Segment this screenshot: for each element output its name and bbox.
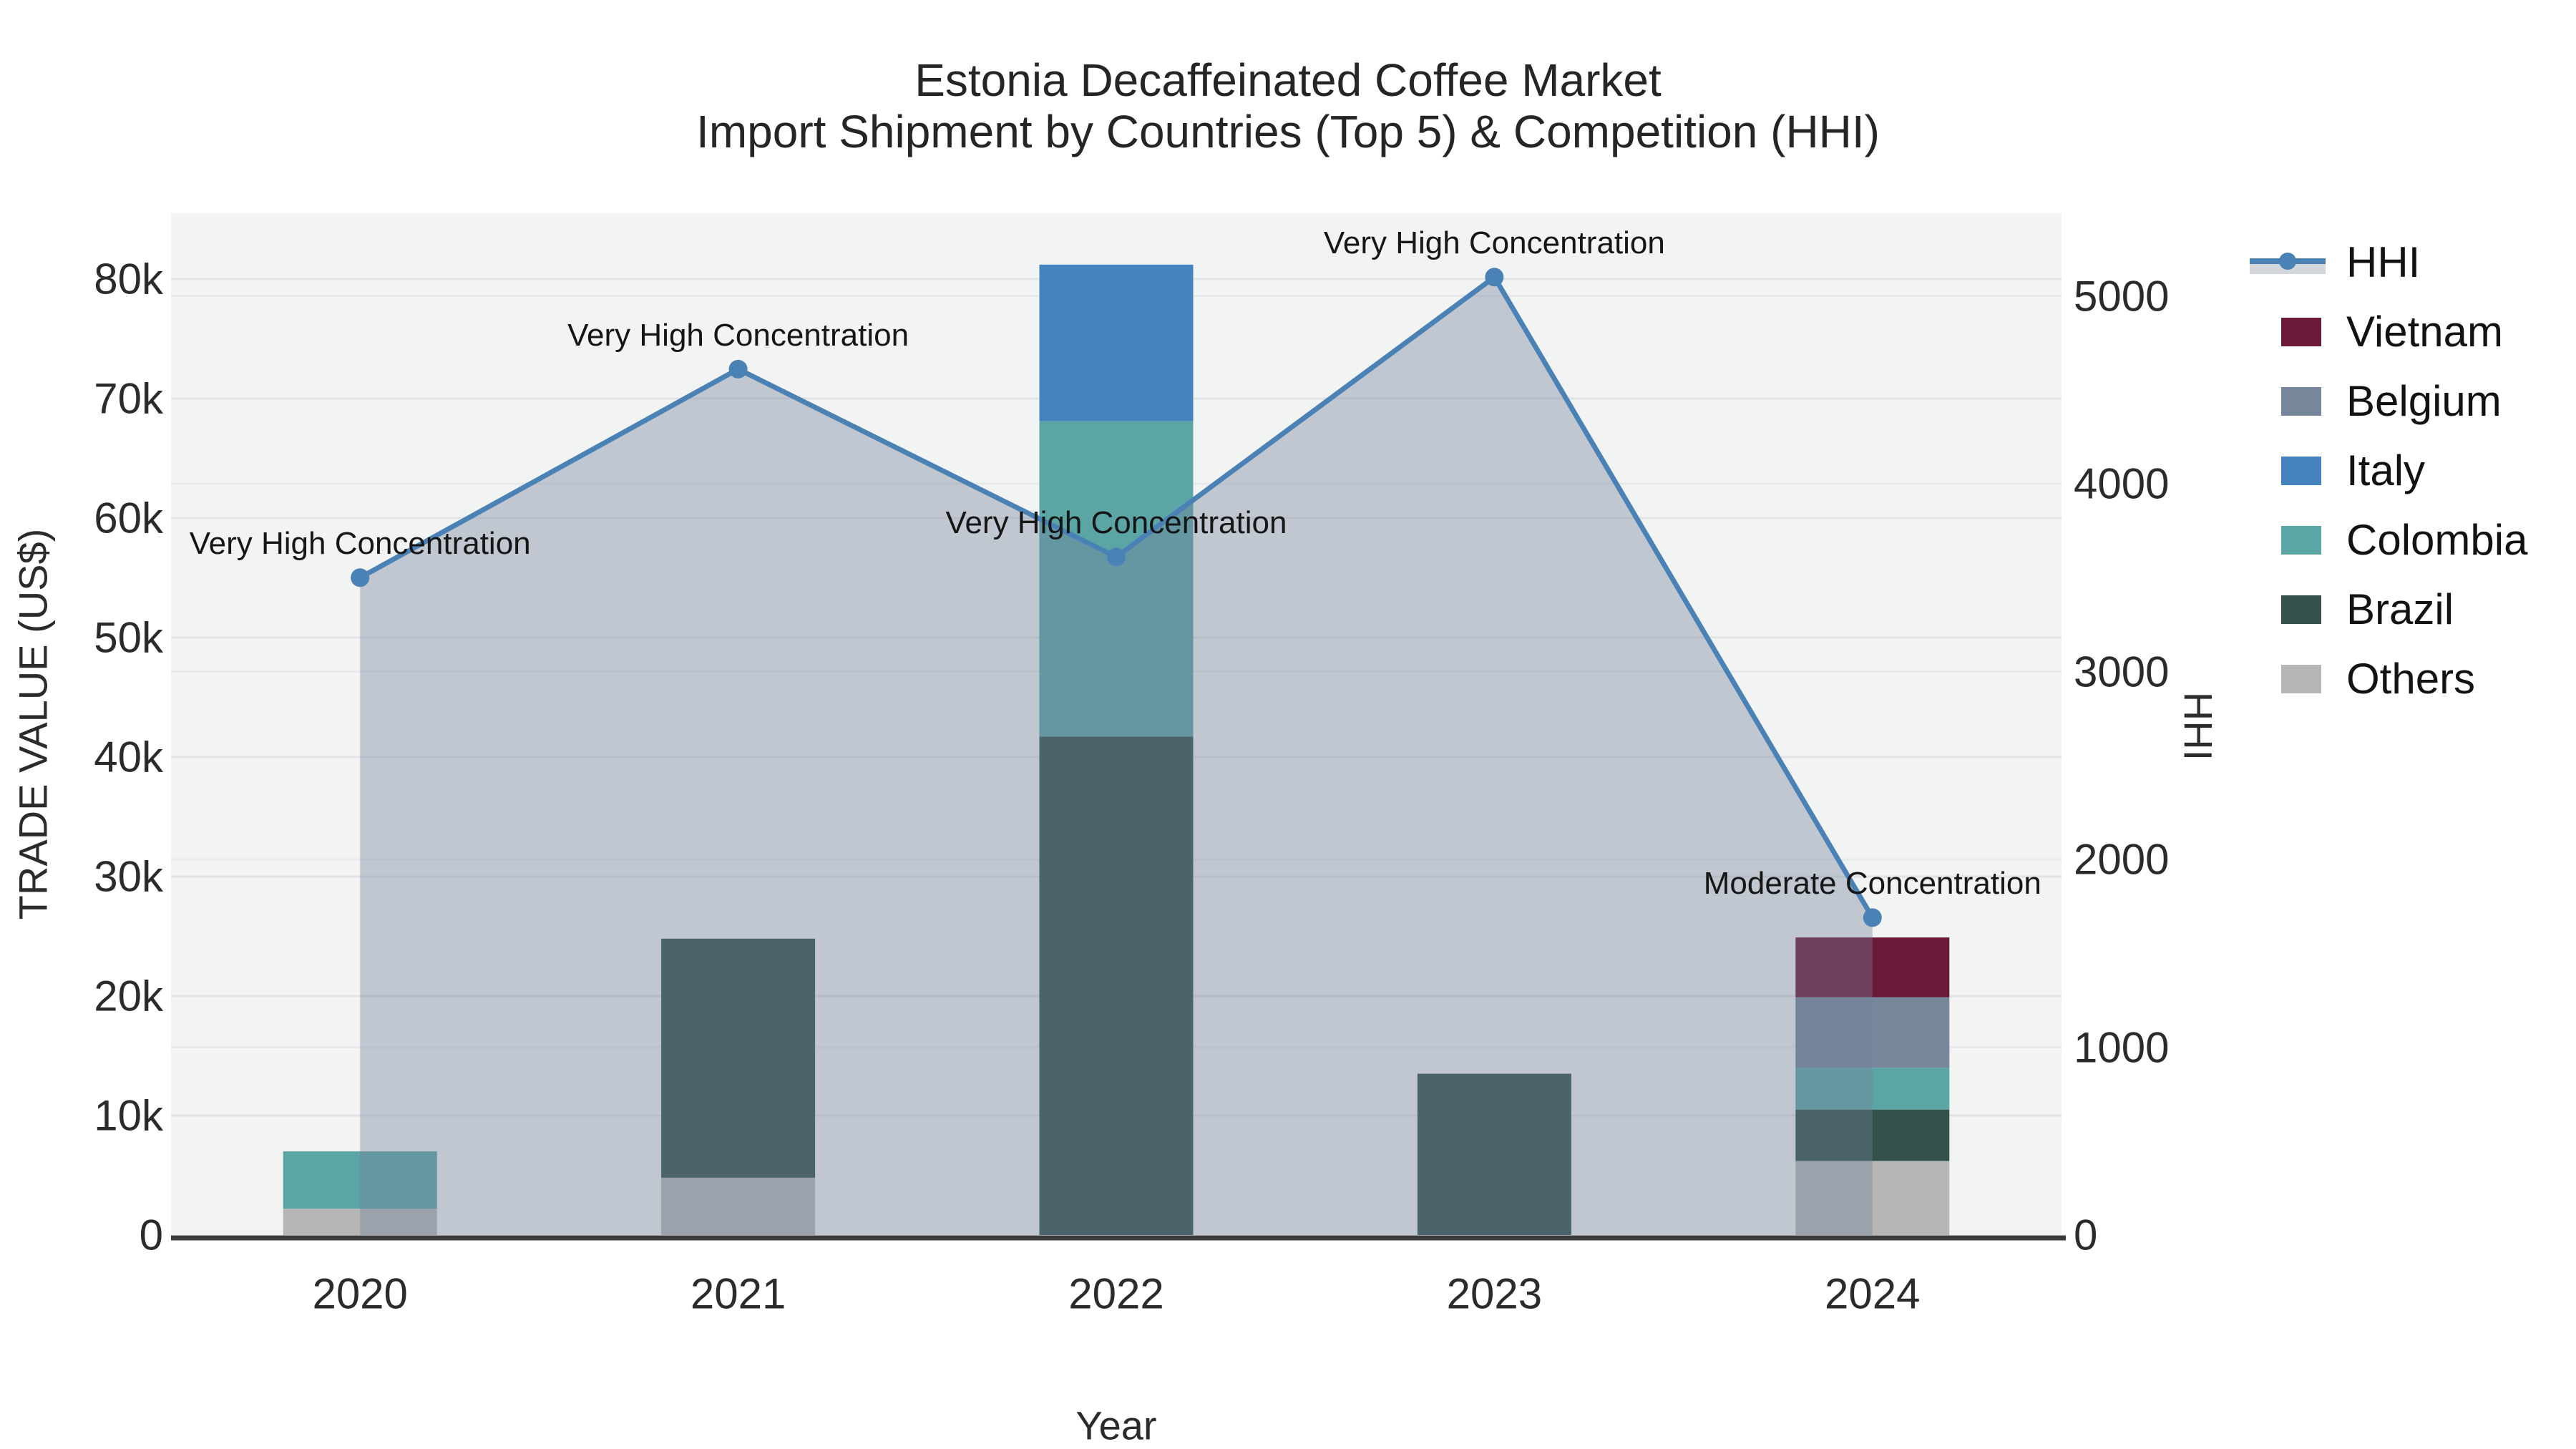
y-left-tick-60k: 60k <box>94 494 163 542</box>
hhi-marker-2022[interactable] <box>1107 547 1126 567</box>
legend-label: Brazil <box>2346 585 2454 633</box>
hhi-line-legend-icon <box>2250 252 2326 274</box>
legend-swatch-cell <box>2248 456 2338 485</box>
legend-swatch-cell <box>2248 595 2338 624</box>
x-tick-2020: 2020 <box>312 1269 408 1318</box>
bar-segment-colombia-2022[interactable] <box>1039 421 1194 737</box>
legend-item-vietnam[interactable]: Vietnam <box>2248 297 2527 366</box>
chart-title-line2: Import Shipment by Countries (Top 5) & C… <box>696 106 1880 157</box>
legend-item-brazil[interactable]: Brazil <box>2248 575 2527 644</box>
bar-segment-others-2020[interactable] <box>283 1209 437 1235</box>
belgium-color-swatch-icon <box>2281 386 2321 416</box>
legend-swatch-cell <box>2248 664 2338 693</box>
italy-color-swatch-icon <box>2281 456 2321 485</box>
y-right-tick-3000: 3000 <box>2074 648 2170 696</box>
legend-label: HHI <box>2346 238 2421 286</box>
bar-segment-colombia-2024[interactable] <box>1795 1068 1950 1110</box>
brazil-color-swatch-icon <box>2281 595 2321 624</box>
legend-label: Belgium <box>2346 377 2502 425</box>
annotation-2022: Very High Concentration <box>945 505 1287 541</box>
bar-segment-italy-2022[interactable] <box>1039 264 1194 421</box>
legend: HHI Vietnam Belgium Italy Colombia Brazil Othe… <box>2248 228 2527 713</box>
legend-label: Vietnam <box>2346 308 2504 356</box>
bar-segment-brazil-2023[interactable] <box>1417 1073 1571 1235</box>
y-right-tick-5000: 5000 <box>2074 272 2170 320</box>
legend-item-italy[interactable]: Italy <box>2248 436 2527 505</box>
y-right-axis-title: HHI <box>2175 691 2221 761</box>
legend-label: Others <box>2346 655 2476 703</box>
y-left-tick-70k: 70k <box>94 374 163 423</box>
y-left-tick-80k: 80k <box>94 255 163 303</box>
annotation-2024: Moderate Concentration <box>1703 866 2041 902</box>
hhi-marker-2023[interactable] <box>1485 268 1504 287</box>
y-right-tick-4000: 4000 <box>2074 459 2170 508</box>
bar-segment-belgium-2024[interactable] <box>1795 997 1950 1068</box>
colombia-color-swatch-icon <box>2281 525 2321 555</box>
y-right-tick-1000: 1000 <box>2074 1023 2170 1071</box>
legend-item-colombia[interactable]: Colombia <box>2248 505 2527 575</box>
hhi-marker-2020[interactable] <box>351 568 370 587</box>
x-axis-title: Year <box>1075 1402 1157 1448</box>
legend-item-hhi[interactable]: HHI <box>2248 228 2527 297</box>
bar-segment-vietnam-2024[interactable] <box>1795 937 1950 997</box>
y-left-tick-20k: 20k <box>94 972 163 1020</box>
y-left-tick-0: 0 <box>139 1211 163 1259</box>
others-color-swatch-icon <box>2281 664 2321 693</box>
x-tick-2024: 2024 <box>1825 1269 1921 1318</box>
legend-swatch-cell <box>2248 245 2338 280</box>
legend-swatch-cell <box>2248 317 2338 346</box>
x-tick-2022: 2022 <box>1068 1269 1164 1318</box>
bar-segment-colombia-2020[interactable] <box>283 1151 437 1209</box>
y-left-tick-30k: 30k <box>94 852 163 901</box>
annotation-2021: Very High Concentration <box>567 317 909 353</box>
legend-swatch-cell <box>2248 525 2338 555</box>
legend-label: Colombia <box>2346 516 2528 564</box>
hhi-marker-2024[interactable] <box>1863 908 1882 927</box>
chart-title-line1: Estonia Decaffeinated Coffee Market <box>914 54 1662 106</box>
bar-segment-brazil-2021[interactable] <box>661 938 816 1178</box>
y-left-tick-10k: 10k <box>94 1091 163 1140</box>
bar-segment-brazil-2024[interactable] <box>1795 1109 1950 1161</box>
bar-segment-brazil-2022[interactable] <box>1039 736 1194 1235</box>
legend-swatch-cell <box>2248 386 2338 416</box>
vietnam-color-swatch-icon <box>2281 317 2321 346</box>
y-right-tick-2000: 2000 <box>2074 835 2170 884</box>
legend-item-others[interactable]: Others <box>2248 644 2527 713</box>
hhi-area-fill <box>360 277 1873 1235</box>
bar-segment-others-2021[interactable] <box>661 1177 816 1235</box>
legend-label: Italy <box>2346 447 2426 494</box>
y-left-tick-50k: 50k <box>94 613 163 662</box>
annotation-2023: Very High Concentration <box>1323 225 1665 261</box>
annotation-2020: Very High Concentration <box>189 526 531 562</box>
y-left-axis-title: TRADE VALUE (US$) <box>10 528 56 920</box>
y-right-tick-0: 0 <box>2074 1211 2098 1259</box>
x-tick-2023: 2023 <box>1446 1269 1543 1318</box>
y-left-tick-40k: 40k <box>94 733 163 781</box>
legend-item-belgium[interactable]: Belgium <box>2248 366 2527 436</box>
hhi-marker-2021[interactable] <box>728 359 748 379</box>
bar-segment-others-2024[interactable] <box>1795 1161 1950 1235</box>
x-tick-2021: 2021 <box>690 1269 786 1318</box>
chart-title: Estonia Decaffeinated Coffee Market Impo… <box>0 54 2576 157</box>
